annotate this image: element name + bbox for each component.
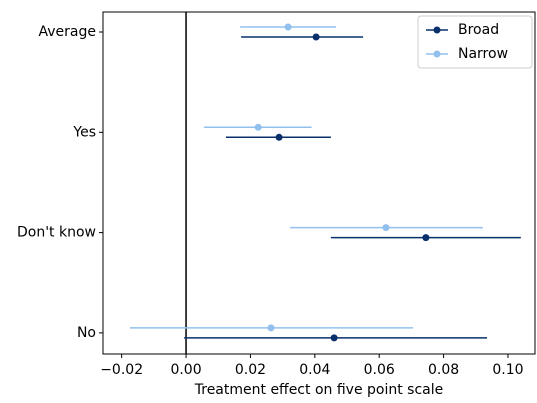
- y-tick-label: No: [77, 325, 96, 341]
- point: [312, 33, 320, 41]
- x-tick-label: 0.02: [235, 362, 266, 378]
- point: [275, 133, 283, 141]
- point: [422, 234, 430, 242]
- legend-box: [417, 15, 533, 69]
- x-tick-label: 0.04: [299, 362, 330, 378]
- x-tick-label: 0.08: [428, 362, 459, 378]
- point: [267, 324, 275, 332]
- legend-label: Broad: [458, 22, 499, 38]
- point: [382, 224, 390, 232]
- x-tick-label: −0.02: [100, 362, 143, 378]
- y-tick-label: Average: [39, 24, 97, 40]
- legend-label: Narrow: [458, 46, 508, 62]
- point: [254, 123, 262, 131]
- x-axis-label: Treatment effect on five point scale: [194, 382, 443, 398]
- x-tick-label: 0.10: [492, 362, 523, 378]
- point: [330, 334, 338, 342]
- legend-marker: [433, 26, 441, 34]
- y-tick-label: Don't know: [17, 225, 96, 241]
- legend-marker: [433, 50, 441, 58]
- x-tick-label: 0.06: [364, 362, 395, 378]
- point: [284, 23, 292, 31]
- plot-frame: [102, 11, 536, 355]
- x-tick-label: 0.00: [170, 362, 201, 378]
- y-tick-label: Yes: [72, 124, 96, 140]
